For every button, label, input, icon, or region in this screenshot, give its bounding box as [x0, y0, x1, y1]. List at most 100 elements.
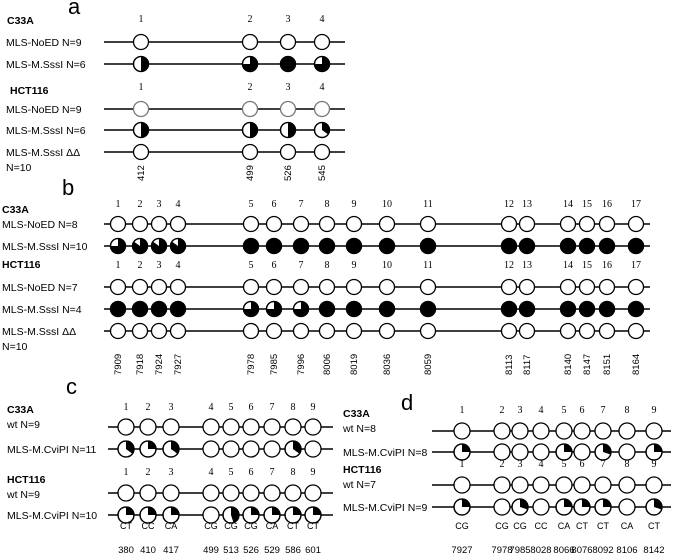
site-number: 1 [116, 260, 121, 271]
position-label: 8151 [602, 354, 613, 375]
site-circle [263, 484, 281, 502]
site-number: 2 [500, 405, 505, 416]
panel-letter-c: c [66, 374, 77, 399]
site-number: 5 [562, 459, 567, 470]
site-circle [345, 215, 363, 233]
site-number: 1 [124, 402, 129, 413]
site-number: 3 [169, 402, 174, 413]
dinucleotide-label: CT [648, 521, 660, 531]
group-subtitle: wt N=7 [342, 479, 376, 491]
site-circle [202, 418, 220, 436]
site-number: 17 [631, 260, 641, 271]
site-circle [150, 322, 168, 340]
site-number: 14 [563, 199, 573, 210]
site-circle [318, 237, 336, 255]
position-label: 526 [283, 165, 294, 181]
dinucleotide-label: CT [307, 521, 319, 531]
site-circle [618, 422, 636, 440]
site-circle [241, 121, 259, 139]
site-circle [500, 278, 518, 296]
site-circle [511, 498, 529, 516]
site-circle [241, 33, 259, 51]
site-number: 4 [539, 459, 544, 470]
site-number: 14 [563, 260, 573, 271]
site-number: 3 [286, 14, 291, 25]
site-circle [518, 215, 536, 233]
site-circle [265, 237, 283, 255]
site-number: 4 [320, 82, 325, 93]
site-circle [598, 278, 616, 296]
site-circle [645, 443, 663, 461]
position-label: 7909 [113, 354, 124, 375]
position-label: 586 [285, 545, 301, 556]
site-circle [132, 33, 150, 51]
site-number: 15 [582, 199, 592, 210]
site-number: 8 [325, 260, 330, 271]
site-circle [242, 506, 260, 524]
allele-row [108, 484, 333, 502]
site-number: 2 [146, 402, 151, 413]
site-circle [559, 278, 577, 296]
site-circle [378, 215, 396, 233]
allele-row [432, 422, 671, 440]
site-circle [139, 440, 157, 458]
site-circle [532, 422, 550, 440]
site-circle [242, 440, 260, 458]
site-number: 2 [248, 82, 253, 93]
site-circle [313, 55, 331, 73]
site-circle [139, 484, 157, 502]
allele-row: MLS-M.CviPI N=10 [7, 506, 333, 524]
position-label: 7918 [135, 354, 146, 375]
site-circle [419, 215, 437, 233]
site-circle [131, 322, 149, 340]
group-c33a: C33A wt N=8 1 2 3 4 5 6 7 8 9 MLS-M.CviPI N=8 [342, 405, 671, 461]
site-circle [532, 498, 550, 516]
site-circle [318, 278, 336, 296]
site-circle [313, 33, 331, 51]
site-circle [453, 498, 471, 516]
row-label: MLS-M.CviPI N=9 [343, 502, 427, 514]
site-circle [132, 55, 150, 73]
site-circle [493, 422, 511, 440]
site-circle [598, 322, 616, 340]
site-number: 4 [176, 260, 181, 271]
site-circle [304, 484, 322, 502]
site-circle [345, 322, 363, 340]
site-circle [279, 100, 297, 118]
site-circle [532, 443, 550, 461]
dinucleotide-label: CG [224, 521, 238, 531]
site-number: 4 [320, 14, 325, 25]
site-circle [241, 100, 259, 118]
row-label: MLS-M.SssI N=6 [6, 59, 86, 71]
site-circle [222, 440, 240, 458]
group-c33a: C33A wt N=9 1 2 3 4 5 6 7 8 9 MLS-M.CviPI N=11 [6, 402, 333, 458]
row-label: MLS-M.SssI ΔΔ [2, 326, 76, 338]
position-label: 8106 [616, 545, 637, 556]
site-circle [511, 422, 529, 440]
site-circle [627, 300, 645, 318]
site-circle [313, 121, 331, 139]
position-label: 8147 [582, 354, 593, 375]
site-number: 2 [500, 459, 505, 470]
position-label: 8140 [563, 354, 574, 375]
site-circle [518, 300, 536, 318]
site-number: 7 [299, 199, 304, 210]
position-label: 8117 [522, 355, 533, 375]
site-circle [598, 237, 616, 255]
group-title: HCT116 [7, 474, 46, 486]
site-circle [292, 215, 310, 233]
site-circle [242, 215, 260, 233]
position-label: 545 [317, 165, 328, 181]
position-label: 7978 [491, 545, 512, 556]
position-label: 499 [245, 165, 256, 181]
allele-row: MLS-M.SssI ΔΔ N=10 [2, 322, 650, 353]
site-circle [555, 498, 573, 516]
site-circle [598, 215, 616, 233]
position-label: 8066 [553, 545, 574, 556]
row-label: MLS-M.CviPI N=8 [343, 447, 427, 459]
dinucleotide-label: CG [204, 521, 218, 531]
site-circle [304, 418, 322, 436]
site-circle [378, 237, 396, 255]
site-circle [511, 443, 529, 461]
site-circle [132, 100, 150, 118]
